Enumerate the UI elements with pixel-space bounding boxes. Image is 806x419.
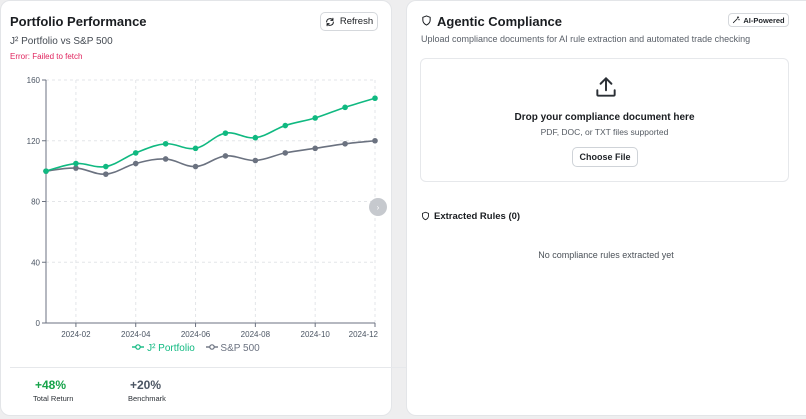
- drop-subtitle: PDF, DOC, or TXT files supported: [540, 127, 669, 137]
- data-point-s-p-500[interactable]: [372, 137, 378, 144]
- data-point-j-portfolio[interactable]: [43, 168, 49, 174]
- data-point-s-p-500[interactable]: [103, 171, 109, 177]
- data-point-j-portfolio[interactable]: [162, 140, 169, 147]
- legend-line-marker-icon: [205, 344, 218, 350]
- shield-icon: [422, 211, 429, 221]
- data-point-s-p-500[interactable]: [192, 163, 199, 170]
- y-tick-label: 160: [27, 76, 41, 85]
- data-point-j-portfolio[interactable]: [372, 95, 378, 102]
- x-tick-label: 2024-12: [349, 330, 379, 339]
- shield-icon: [422, 15, 431, 26]
- legend-item-sp500[interactable]: S&P 500: [205, 343, 260, 354]
- refresh-icon: [326, 17, 334, 26]
- data-point-s-p-500[interactable]: [222, 153, 229, 159]
- y-tick-label: 80: [31, 198, 40, 207]
- data-point-s-p-500[interactable]: [342, 140, 348, 147]
- x-tick-label: 2024-10: [301, 330, 331, 339]
- chart-legend: J² Portfolio S&P 500: [0, 343, 392, 354]
- legend-label-portfolio: J² Portfolio: [147, 343, 195, 354]
- data-point-j-portfolio[interactable]: [192, 145, 199, 152]
- x-tick-label: 2024-08: [241, 330, 271, 339]
- y-tick-label: 40: [31, 258, 40, 267]
- refresh-label: Refresh: [339, 16, 374, 27]
- upload-dropzone[interactable]: Drop your compliance document here PDF, …: [420, 58, 789, 182]
- total-return-value: +48%: [35, 378, 67, 392]
- scroll-handle[interactable]: ›: [369, 198, 387, 216]
- compliance-title: Agentic Compliance: [437, 14, 562, 29]
- legend-line-marker-icon: [132, 344, 145, 350]
- data-point-j-portfolio[interactable]: [132, 150, 139, 156]
- data-point-s-p-500[interactable]: [132, 160, 139, 167]
- data-point-j-portfolio[interactable]: [312, 115, 318, 121]
- data-point-s-p-500[interactable]: [252, 157, 259, 164]
- performance-chart: 0 40 80 120 160 2024-02 2024-04 2024-06 2024-08 2…: [27, 76, 379, 339]
- data-point-s-p-500[interactable]: [282, 150, 289, 156]
- legend-label-sp500: S&P 500: [220, 343, 260, 354]
- ai-badge-label: AI-Powered: [743, 15, 785, 25]
- y-tick-label: 120: [27, 137, 41, 146]
- benchmark-label: Benchmark: [128, 394, 166, 403]
- benchmark-value: +20%: [130, 378, 162, 392]
- data-point-s-p-500[interactable]: [312, 145, 318, 152]
- y-tick-label: 0: [36, 319, 41, 328]
- compliance-card: [406, 0, 806, 416]
- choose-file-button[interactable]: Choose File: [572, 147, 638, 167]
- series-line-s-p-500: [45, 139, 376, 175]
- series-line-j-portfolio: [45, 97, 376, 172]
- portfolio-title: Portfolio Performance: [10, 14, 147, 29]
- x-tick-label: 2024-02: [61, 330, 91, 339]
- wand-icon: [733, 16, 741, 24]
- data-point-j-portfolio[interactable]: [222, 130, 229, 136]
- data-point-s-p-500[interactable]: [162, 156, 169, 162]
- refresh-button[interactable]: Refresh: [320, 12, 378, 31]
- portfolio-subtitle: J² Portfolio vs S&P 500: [10, 36, 113, 47]
- ai-powered-badge: AI-Powered: [728, 13, 789, 27]
- drop-title: Drop your compliance document here: [514, 112, 695, 123]
- upload-icon: [596, 77, 616, 97]
- x-tick-label: 2024-04: [121, 330, 151, 339]
- data-point-j-portfolio[interactable]: [73, 160, 79, 167]
- data-point-j-portfolio[interactable]: [342, 104, 348, 111]
- extracted-rules-title: Extracted Rules (0): [434, 211, 521, 222]
- compliance-description: Upload compliance documents for AI rule …: [421, 34, 751, 44]
- error-message: Error: Failed to fetch: [10, 52, 83, 61]
- empty-rules-message: No compliance rules extracted yet: [538, 250, 674, 260]
- data-point-j-portfolio[interactable]: [252, 134, 259, 141]
- x-tick-label: 2024-06: [181, 330, 211, 339]
- total-return-label: Total Return: [33, 394, 74, 403]
- data-point-j-portfolio[interactable]: [282, 122, 289, 129]
- legend-item-portfolio[interactable]: J² Portfolio: [132, 343, 197, 354]
- data-point-s-p-500[interactable]: [73, 165, 79, 171]
- data-point-j-portfolio[interactable]: [103, 163, 109, 170]
- stats-divider: [10, 367, 794, 368]
